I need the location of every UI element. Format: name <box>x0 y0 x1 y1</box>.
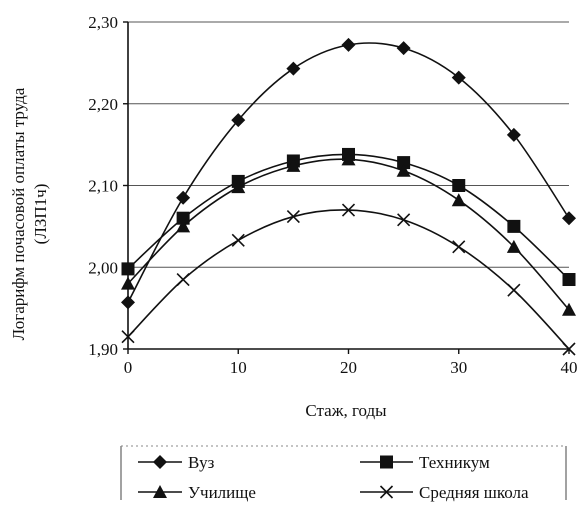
x-tick-label: 30 <box>450 358 467 377</box>
data-point <box>452 240 466 254</box>
legend-label: Вуз <box>188 453 215 472</box>
x-tick-label: 0 <box>124 358 133 377</box>
series-line <box>127 42 570 303</box>
data-point-stroke <box>397 213 411 227</box>
data-point <box>176 219 191 233</box>
data-point <box>121 330 135 344</box>
series-3 <box>121 152 576 316</box>
data-point <box>451 70 466 85</box>
data-point <box>176 272 190 287</box>
x-tick-label: 10 <box>230 358 247 377</box>
x-tick-label: 20 <box>340 358 357 377</box>
data-point <box>396 41 411 56</box>
y-tick-label: 2,00 <box>88 258 118 277</box>
series-4 <box>121 203 576 356</box>
x-axis-title: Стаж, годы <box>305 401 387 420</box>
axes <box>123 21 570 354</box>
legend-item-4: Средняя школа <box>360 483 529 502</box>
data-point-stroke <box>176 272 190 287</box>
data-point <box>231 233 245 247</box>
series-1 <box>121 37 576 310</box>
legend-label: Техникум <box>419 453 490 472</box>
legend-label: Средняя школа <box>419 483 529 502</box>
data-point <box>121 295 135 310</box>
data-point <box>562 273 576 287</box>
data-point <box>176 190 191 205</box>
legend-marker <box>153 455 167 469</box>
legend-marker <box>379 485 394 499</box>
y-axis-title-line2: (ЛЗП1ч) <box>31 184 50 245</box>
x-tick-labels: 0 10 20 30 40 <box>124 358 578 377</box>
data-point-stroke <box>452 240 466 254</box>
legend-marker-stroke <box>379 485 394 499</box>
data-point <box>286 209 300 224</box>
data-point-stroke <box>562 342 576 356</box>
y-tick-label: 1,90 <box>88 340 118 359</box>
data-point <box>176 211 190 225</box>
data-point <box>562 211 576 226</box>
data-point <box>231 113 246 128</box>
y-tick-label: 2,30 <box>88 13 118 32</box>
legend-item-1: Вуз <box>138 453 215 472</box>
legend-marker <box>153 485 167 498</box>
legend-item-2: Техникум <box>360 453 490 472</box>
data-point <box>507 283 521 297</box>
data-point <box>396 163 411 177</box>
data-point <box>562 342 576 356</box>
data-point <box>231 180 246 194</box>
data-point <box>397 213 411 227</box>
data-point-stroke <box>286 209 300 224</box>
y-tick-label: 2,20 <box>88 95 118 114</box>
data-point <box>507 219 521 233</box>
series-group <box>121 37 576 356</box>
data-point <box>341 37 356 52</box>
legend-label: Училище <box>188 483 256 502</box>
data-point <box>121 262 135 276</box>
data-point <box>341 203 356 217</box>
data-point-stroke <box>121 330 135 344</box>
y-axis-title-line1: Логарифм почасовой оплаты труда <box>9 87 28 340</box>
series-line <box>127 209 570 350</box>
legend-item-3: Училище <box>138 483 256 502</box>
series-line <box>127 158 570 311</box>
data-point <box>506 239 521 253</box>
data-point <box>286 61 301 76</box>
series-2 <box>121 147 576 287</box>
data-point <box>341 152 356 166</box>
data-point-stroke <box>507 283 521 297</box>
data-point <box>562 302 576 316</box>
data-point <box>121 276 135 290</box>
data-point <box>397 156 411 170</box>
data-point <box>452 179 466 192</box>
x-tick-label: 40 <box>561 358 578 377</box>
legend: Вуз Техникум Училище Средняя школа <box>120 445 567 502</box>
y-tick-label: 2,10 <box>88 177 118 196</box>
y-tick-labels: 1,90 2,00 2,10 2,20 2,30 <box>88 13 118 359</box>
legend-marker <box>380 455 393 469</box>
grid-lines <box>128 21 569 268</box>
data-point <box>286 158 301 172</box>
data-point-stroke <box>341 203 356 217</box>
data-point <box>506 127 521 142</box>
data-point <box>451 193 466 207</box>
data-point-stroke <box>231 233 245 247</box>
